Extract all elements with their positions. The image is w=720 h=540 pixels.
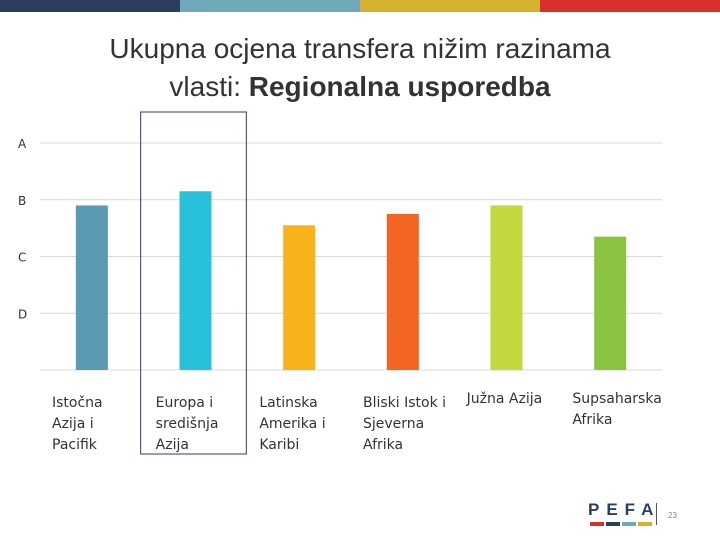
x-tick-label: Latinska Amerika i Karibi	[259, 393, 359, 456]
x-tick-label-line: Bliski Istok i	[363, 395, 447, 411]
x-tick-label-line: Karibi	[259, 437, 300, 453]
x-tick-label-line: Supsaharska	[572, 391, 662, 407]
bar	[594, 236, 627, 370]
bar	[179, 191, 212, 370]
bar	[490, 205, 523, 370]
bar	[75, 205, 108, 370]
x-tick-label-line: Europa i	[155, 395, 214, 411]
y-tick-label: B	[18, 194, 26, 208]
logo-bar-4	[638, 522, 652, 526]
title-line-2-prefix: vlasti:	[169, 71, 249, 102]
x-tick-label-line: Pacifik	[52, 437, 97, 453]
x-tick-label-line: Latinska	[259, 395, 318, 411]
x-tick-label-line: Sjeverna	[363, 416, 425, 432]
x-tick-label-line: Istočna	[52, 395, 103, 411]
highlight-frame	[140, 111, 247, 455]
top-bar-segment-1	[0, 0, 180, 12]
logo-separator	[656, 503, 657, 525]
logo-bar-1	[590, 522, 604, 526]
logo-text: PEFA	[588, 500, 661, 519]
x-tick-label: Istočna Azija i Pacifik	[52, 393, 152, 456]
y-tick-label: D	[18, 307, 27, 321]
x-tick-label-line: Afrika	[572, 412, 613, 428]
x-tick-label-line: Južna Azija	[466, 391, 543, 407]
title-line-2-bold: Regionalna usporedba	[248, 71, 551, 102]
x-tick-label: Supsaharska Afrika	[572, 389, 672, 431]
page-number: 23	[668, 511, 677, 520]
x-tick-label: Bliski Istok i Sjeverna Afrika	[363, 393, 463, 456]
bar	[283, 225, 316, 370]
title-line-1: Ukupna ocjena transfera nižim razinama	[109, 33, 611, 64]
x-tick-label-line: Azija	[155, 437, 189, 453]
top-bar-segment-3	[360, 0, 540, 12]
x-tick-label: Europa i središnja Azija	[156, 393, 256, 456]
y-tick-label: A	[18, 137, 27, 151]
top-bar-segment-2	[180, 0, 360, 12]
logo-bar-2	[606, 522, 620, 526]
logo-bar-3	[622, 522, 636, 526]
logo-color-bars	[590, 522, 654, 526]
x-tick-label-line: središnja	[155, 416, 219, 432]
bar	[386, 213, 419, 370]
pefa-logo: PEFA	[588, 500, 668, 530]
y-tick-label: C	[18, 251, 26, 265]
x-tick-label-line: Afrika	[363, 437, 404, 453]
top-bar-segment-4	[540, 0, 720, 12]
x-tick-label: Južna Azija	[467, 389, 567, 410]
slide-title: Ukupna ocjena transfera nižim razinama v…	[0, 30, 720, 106]
x-tick-label-line: Azija i	[52, 416, 94, 432]
title-line-2: vlasti: Regionalna usporedba	[0, 68, 720, 106]
top-color-bar	[0, 0, 720, 12]
x-tick-label-line: Amerika i	[259, 416, 326, 432]
